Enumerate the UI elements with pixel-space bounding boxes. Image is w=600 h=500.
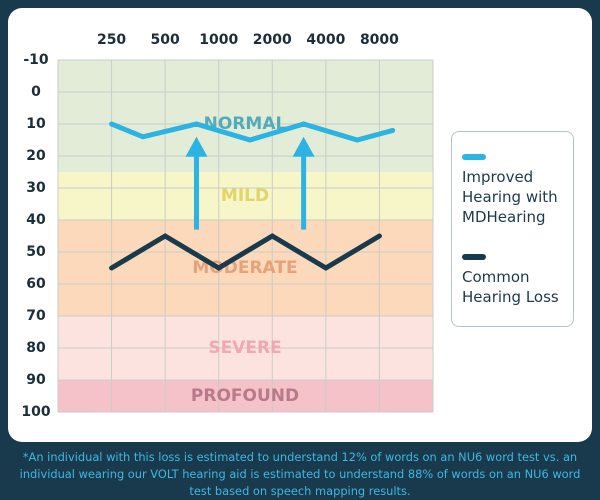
x-tick-label: 4000 bbox=[306, 32, 345, 48]
footnote: *An individual with this loss is estimat… bbox=[19, 450, 581, 498]
band-mild bbox=[58, 172, 433, 220]
band-moderate bbox=[58, 220, 433, 316]
legend: Improved Hearing with MDHearing Common H… bbox=[451, 131, 574, 327]
x-tick-label: 1000 bbox=[199, 32, 238, 48]
arrow-head-1 bbox=[185, 136, 208, 157]
y-tick-label: 100 bbox=[21, 404, 50, 420]
y-tick-label: 80 bbox=[26, 340, 46, 356]
series-line-improved bbox=[109, 121, 396, 143]
y-tick-label: 50 bbox=[26, 244, 46, 260]
band-label-normal: NORMAL bbox=[204, 114, 287, 134]
arrow-head-2 bbox=[292, 136, 315, 157]
legend-swatch-common bbox=[462, 254, 486, 260]
y-tick-label: -10 bbox=[23, 52, 49, 68]
x-tick-label: 500 bbox=[151, 32, 180, 48]
y-tick-label: 90 bbox=[26, 372, 46, 388]
band-label-severe: SEVERE bbox=[208, 338, 281, 358]
legend-label-common: Common Hearing Loss bbox=[462, 268, 559, 306]
band-label-profound: PROFOUND bbox=[191, 386, 299, 406]
y-tick-label: 30 bbox=[26, 180, 46, 196]
legend-item-common: Common Hearing Loss bbox=[462, 254, 574, 307]
legend-label-improved: Improved Hearing with MDHearing bbox=[462, 168, 558, 226]
y-tick-label: 40 bbox=[26, 212, 46, 228]
legend-item-improved: Improved Hearing with MDHearing bbox=[462, 154, 574, 227]
legend-swatch-improved bbox=[462, 154, 486, 160]
y-tick-label: 0 bbox=[31, 84, 41, 100]
band-normal bbox=[58, 60, 433, 172]
y-tick-label: 60 bbox=[26, 276, 46, 292]
chart-card: NORMAL MILD MODERATE SEVERE PROFOUND 250 500 10… bbox=[8, 8, 592, 442]
band-label-moderate: MODERATE bbox=[192, 258, 297, 278]
x-tick-label: 2000 bbox=[253, 32, 292, 48]
y-tick-label: 20 bbox=[26, 148, 46, 164]
x-tick-label: 250 bbox=[97, 32, 126, 48]
series-line-common bbox=[109, 233, 382, 271]
y-tick-label: 10 bbox=[26, 116, 46, 132]
x-tick-label: 8000 bbox=[360, 32, 399, 48]
band-profound bbox=[58, 380, 433, 412]
y-tick-label: 70 bbox=[26, 308, 46, 324]
band-label-mild: MILD bbox=[221, 186, 269, 206]
